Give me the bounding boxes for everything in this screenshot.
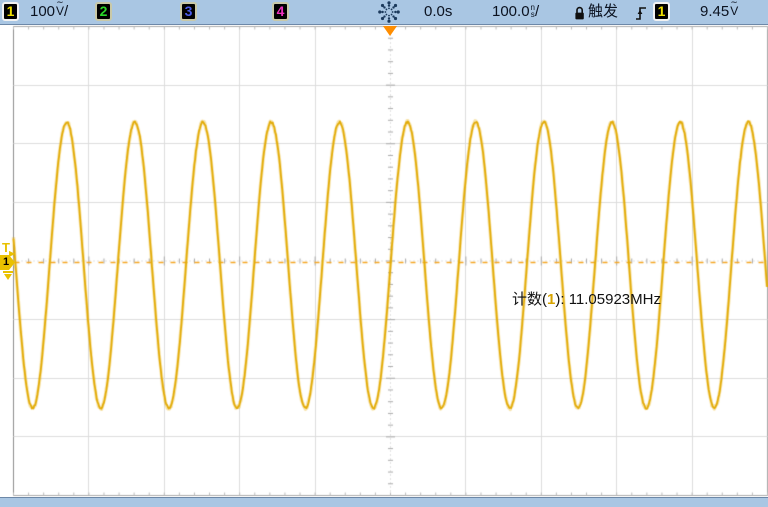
bottom-bar bbox=[0, 497, 768, 507]
sunburst-icon bbox=[378, 1, 400, 23]
channel-1-scale-value: 100 bbox=[30, 3, 56, 20]
channel-4-badge[interactable]: 4 bbox=[272, 2, 289, 21]
trigger-level-marker[interactable]: T bbox=[2, 240, 10, 255]
graticule-canvas bbox=[0, 25, 768, 497]
waveform-display: T ▶ 1 计数(1): 11.05923MHz bbox=[0, 25, 768, 497]
channel-2-badge[interactable]: 2 bbox=[95, 2, 112, 21]
timebase-suffix: / bbox=[535, 3, 540, 20]
trigger-position-marker[interactable] bbox=[383, 26, 397, 36]
measurement-separator: ): bbox=[555, 291, 569, 308]
measurement-channel: 1 bbox=[547, 291, 556, 308]
rising-edge-icon[interactable] bbox=[635, 3, 647, 23]
channel-1-ground-marker[interactable]: 1 bbox=[0, 255, 15, 270]
measurement-label: 计数( bbox=[512, 291, 547, 308]
trigger-source-badge[interactable]: 1 bbox=[653, 2, 670, 21]
channel-1-badge[interactable]: 1 bbox=[2, 2, 19, 21]
status-bar: 1 100V/ 2 3 4 0.0s 100.0ns/ 触发 1 9.45V bbox=[0, 0, 768, 25]
channel-3-badge[interactable]: 3 bbox=[180, 2, 197, 21]
trigger-level-readout[interactable]: 9.45V bbox=[700, 2, 738, 22]
volts-unit-glyph: V bbox=[730, 5, 738, 17]
timebase-value: 100.0 bbox=[492, 3, 530, 20]
channel-1-scale[interactable]: 100V/ bbox=[30, 2, 68, 22]
trigger-label[interactable]: 触发 bbox=[588, 3, 619, 20]
volts-unit-glyph: V bbox=[56, 5, 64, 17]
timebase-readout[interactable]: 100.0 n s / bbox=[492, 2, 539, 22]
measurement-value: 11.05923MHz bbox=[568, 291, 661, 308]
delay-time-readout[interactable]: 0.0s bbox=[424, 3, 453, 20]
channel-1-scale-suffix: / bbox=[64, 3, 69, 20]
trigger-level-arrow-icon: ▶ bbox=[9, 249, 16, 258]
trigger-level-value: 9.45 bbox=[700, 3, 730, 20]
lock-icon bbox=[573, 3, 586, 23]
counter-measurement: 计数(1): 11.05923MHz bbox=[512, 288, 661, 309]
ground-symbol-icon bbox=[2, 271, 14, 281]
